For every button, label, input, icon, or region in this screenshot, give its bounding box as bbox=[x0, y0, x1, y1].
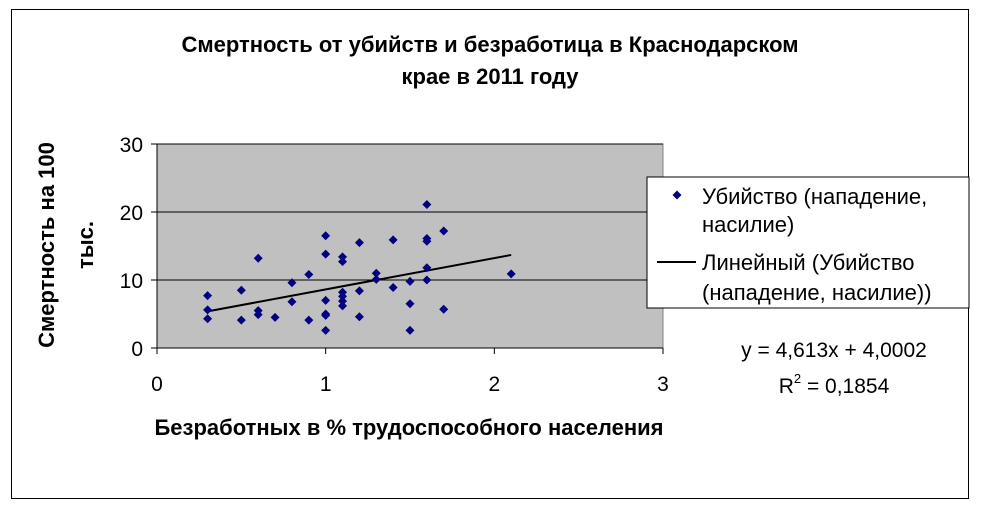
legend-series-label-line-1: Убийство (нападение, bbox=[702, 184, 927, 209]
data-point bbox=[506, 269, 516, 279]
data-point bbox=[321, 325, 331, 335]
plot-area bbox=[156, 143, 664, 349]
data-point bbox=[270, 312, 280, 322]
r-squared-base: R bbox=[779, 375, 794, 398]
data-point bbox=[354, 238, 364, 248]
data-point bbox=[354, 312, 364, 322]
trendline-equation: y = 4,613x + 4,0002 bbox=[741, 339, 927, 362]
x-tick-label: 1 bbox=[320, 373, 332, 396]
data-point bbox=[203, 291, 213, 301]
data-point bbox=[203, 305, 213, 315]
data-point bbox=[338, 257, 348, 267]
data-point bbox=[287, 278, 297, 288]
data-point bbox=[405, 325, 415, 335]
y-tick-label: 0 bbox=[131, 338, 143, 361]
chart-title-line-1: Смертность от убийств и безработица в Кр… bbox=[181, 32, 798, 57]
y-axis-title-line-2: тыс. bbox=[73, 221, 98, 269]
data-point bbox=[321, 249, 331, 259]
axes bbox=[151, 143, 664, 354]
data-point bbox=[338, 252, 348, 262]
legend-trendline-label-line-2: (нападение, насилие)) bbox=[702, 280, 932, 305]
data-point bbox=[321, 231, 331, 241]
y-tick-label: 20 bbox=[120, 202, 143, 225]
legend-series-label-line-2: насилие) bbox=[702, 212, 794, 237]
data-point bbox=[439, 226, 449, 236]
data-point bbox=[422, 236, 432, 246]
chart-title-line-2: крае в 2011 году bbox=[402, 64, 580, 89]
x-axis-title: Безработных в % трудоспособного населени… bbox=[154, 415, 663, 440]
data-point bbox=[304, 270, 314, 280]
r-squared-label: R2 = 0,1854 bbox=[779, 371, 890, 398]
y-axis-title-line-1: Смертность на 100 bbox=[34, 142, 59, 348]
data-point bbox=[338, 296, 348, 306]
data-point bbox=[321, 295, 331, 305]
data-point bbox=[203, 314, 213, 324]
data-point bbox=[371, 274, 381, 284]
data-point bbox=[338, 291, 348, 301]
data-point bbox=[304, 315, 314, 325]
x-tick-label: 0 bbox=[151, 373, 163, 396]
data-point bbox=[236, 315, 246, 325]
data-point bbox=[422, 200, 432, 210]
tick-labels: 0 10 20 30 0 1 2 3 bbox=[120, 134, 669, 396]
data-point bbox=[253, 253, 263, 263]
r-squared-value: = 0,1854 bbox=[801, 375, 889, 398]
data-point bbox=[371, 268, 381, 278]
data-point bbox=[321, 310, 331, 320]
data-points bbox=[203, 200, 516, 335]
data-point bbox=[338, 301, 348, 311]
x-tick-label: 3 bbox=[657, 373, 669, 396]
data-point bbox=[422, 275, 432, 285]
data-point bbox=[439, 304, 449, 314]
data-point bbox=[388, 235, 398, 245]
x-tick-label: 2 bbox=[488, 373, 500, 396]
legend-marker-diamond-icon bbox=[672, 190, 682, 200]
data-point bbox=[405, 276, 415, 286]
data-point bbox=[253, 310, 263, 320]
data-point bbox=[388, 282, 398, 292]
data-point bbox=[422, 263, 432, 273]
legend-trendline-label-line-1: Линейный (Убийство bbox=[702, 250, 915, 275]
data-point bbox=[236, 285, 246, 295]
data-point bbox=[354, 286, 364, 296]
y-tick-label: 30 bbox=[120, 134, 143, 157]
data-point bbox=[287, 297, 297, 307]
trendline-group bbox=[207, 253, 512, 313]
data-point bbox=[405, 299, 415, 309]
r-squared-sup: 2 bbox=[794, 371, 801, 386]
trendline bbox=[207, 253, 512, 313]
legend-box bbox=[646, 176, 970, 309]
y-tick-label: 10 bbox=[120, 270, 143, 293]
